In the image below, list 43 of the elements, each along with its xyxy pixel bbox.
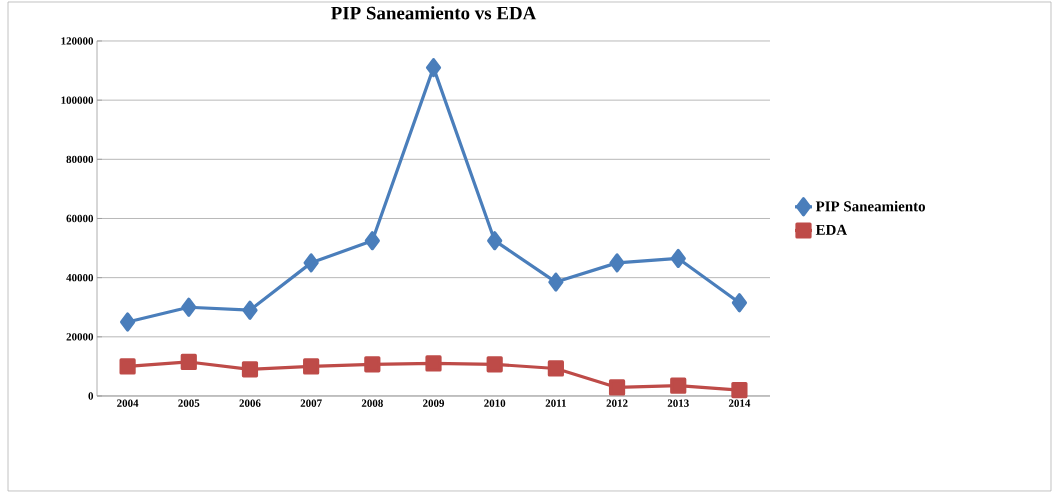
point [364,356,381,373]
x-tick-label: 2008 [361,399,383,407]
point [364,231,380,251]
y-tick-label: 40000 [66,273,94,282]
x-tick-label: 2004 [117,399,139,407]
point [608,379,626,396]
legend-label: EDA [815,224,848,235]
point [120,312,136,332]
point [670,248,686,269]
y-tick-label: 100000 [61,96,94,104]
point [425,355,442,372]
point [548,272,564,292]
point [303,253,319,273]
chart-title: PIP Saneamiento vs EDA [331,6,537,20]
point [241,361,259,378]
point [731,293,748,313]
x-tick-label: 2011 [545,399,566,407]
point [425,58,442,78]
x-tick-label: 2006 [239,399,261,407]
x-tick-label: 2009 [423,399,445,407]
y-tick-label: 80000 [66,155,94,164]
point [547,360,564,377]
y-tick-label: 0 [88,392,94,400]
point [181,297,197,317]
point [303,358,320,375]
point [487,231,503,251]
point [486,356,503,373]
x-tick-label: 2010 [484,399,506,407]
x-tick-label: 2012 [606,399,628,407]
y-tick-label: 60000 [66,214,94,223]
point [731,381,748,399]
x-tick-label: 2005 [178,399,200,407]
x-tick-label: 2007 [300,399,322,407]
point [670,377,687,394]
point [180,353,197,371]
point [119,358,136,375]
legend-label: PIP Saneamiento [815,200,926,212]
x-tick-label: 2014 [728,399,751,407]
point [609,253,625,273]
y-tick-label: 20000 [66,333,94,341]
point [242,300,258,320]
x-tick-label: 2013 [667,399,689,407]
y-tick-label: 120000 [61,37,94,45]
